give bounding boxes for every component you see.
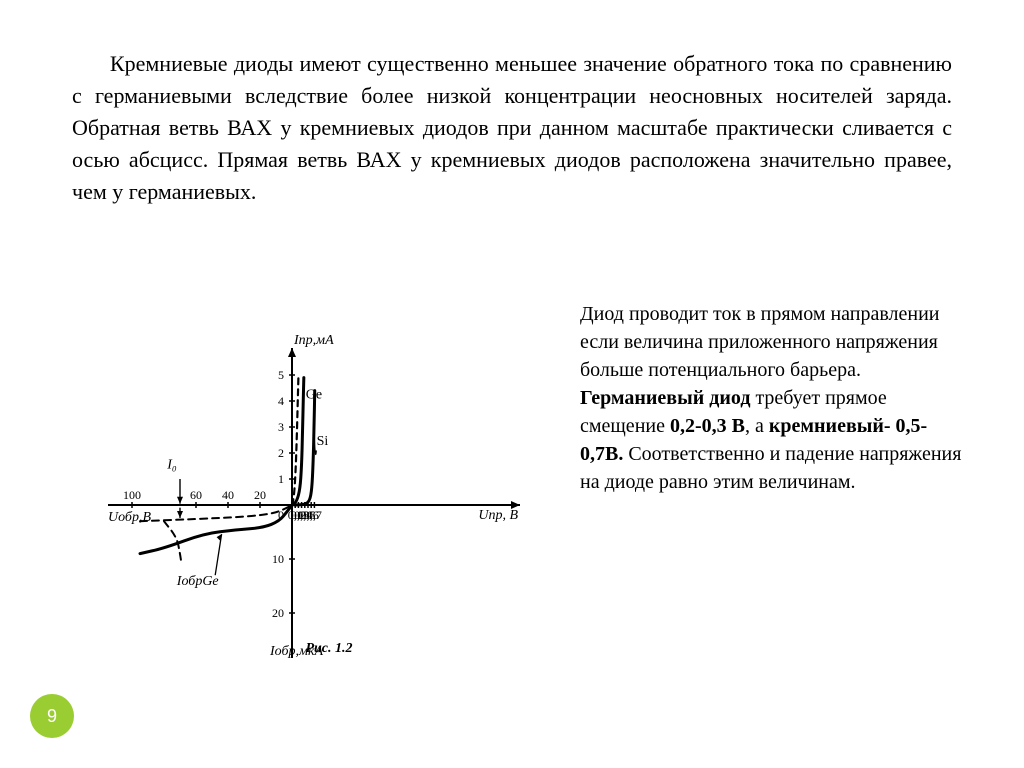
svg-text:Рис. 1.2: Рис. 1.2 — [305, 641, 352, 656]
svg-text:Uобр,В: Uобр,В — [108, 510, 151, 525]
svg-text:Ge: Ge — [306, 387, 322, 402]
svg-text:60: 60 — [190, 488, 202, 502]
page-number-badge: 9 — [30, 694, 74, 738]
page-number: 9 — [47, 706, 57, 727]
svg-text:IобрGe: IобрGe — [176, 574, 219, 589]
svg-text:I₀: I₀ — [166, 458, 177, 473]
svg-text:40: 40 — [222, 488, 234, 502]
iv-chart: 0,10,20,30,40,50,60,72040601001234510203… — [82, 330, 522, 660]
svg-text:10: 10 — [272, 552, 284, 566]
svg-text:0,7: 0,7 — [307, 508, 322, 522]
svg-text:Uпр, В: Uпр, В — [478, 508, 518, 523]
svg-text:1: 1 — [278, 472, 284, 486]
svg-text:2: 2 — [278, 446, 284, 460]
svg-text:20: 20 — [254, 488, 266, 502]
main-paragraph: Кремниевые диоды имеют существенно меньш… — [72, 48, 952, 207]
svg-text:4: 4 — [278, 394, 284, 408]
svg-text:Iпр,мА: Iпр,мА — [293, 333, 334, 348]
svg-text:5: 5 — [278, 368, 284, 382]
svg-text:Si: Si — [317, 434, 329, 449]
side-paragraph: Диод проводит ток в прямом направлении е… — [580, 300, 970, 496]
svg-text:100: 100 — [123, 488, 141, 502]
svg-text:20: 20 — [272, 606, 284, 620]
svg-text:3: 3 — [278, 420, 284, 434]
